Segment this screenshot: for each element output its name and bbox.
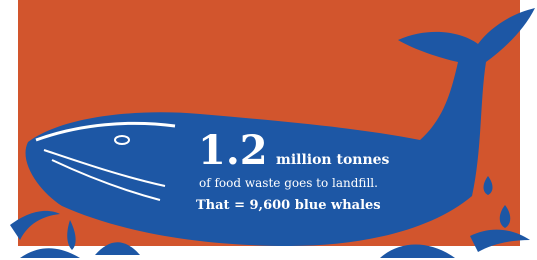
wave (20, 248, 80, 258)
headline-number: 1.2 (198, 127, 268, 174)
text-line: of food waste goes to landfill. (199, 176, 378, 190)
page: {"infographic": { "headline_number": "1.… (0, 0, 537, 260)
infographic: 1.2 million tonnes of food waste goes to… (0, 0, 537, 260)
headline-unit: million tonnes (276, 152, 390, 168)
text-line: That = 9,600 blue whales (196, 198, 381, 213)
wave (380, 245, 455, 259)
splash (470, 230, 530, 252)
